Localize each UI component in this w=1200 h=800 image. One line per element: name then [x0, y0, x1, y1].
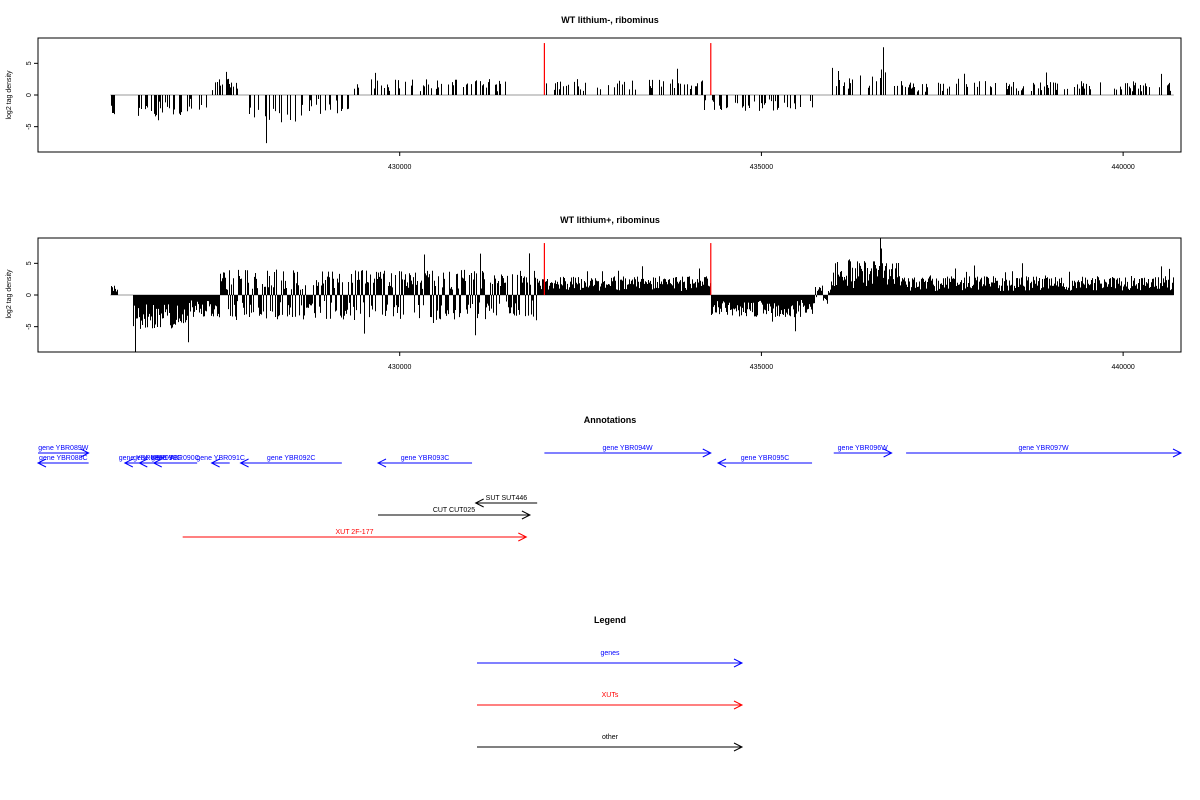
- legend-label: genes: [600, 650, 620, 657]
- feature-label: XUT 2F-177: [335, 529, 373, 536]
- feature-arrow-head: [1172, 448, 1183, 458]
- panel-title: WT lithium+, ribominus: [560, 215, 660, 225]
- feature-label: gene YBR091C: [196, 455, 245, 462]
- track-panel-lithium-plus: WT lithium+, ribominus log2 tag density …: [6, 215, 1182, 371]
- feature-label: gene YBR095C: [741, 455, 790, 462]
- feature-label: gene YBR097W: [1019, 445, 1069, 452]
- y-tick-label: 0: [26, 93, 33, 97]
- plot-frame: [37, 37, 1182, 153]
- x-tick-label: 435000: [750, 164, 773, 171]
- x-axis: 430000 435000 440000: [388, 352, 1135, 371]
- legend-arrow-head: [733, 700, 744, 710]
- marker-lines: [543, 243, 712, 295]
- track-panel-lithium-minus: WT lithium-, ribominus log2 tag density …: [6, 15, 1182, 171]
- y-axis: -5 0 5: [26, 61, 38, 130]
- x-axis: 430000 435000 440000: [388, 152, 1135, 171]
- feature-arrow-head: [518, 532, 528, 542]
- feature-label: SUT SUT446: [486, 495, 528, 502]
- y-tick-label: 0: [26, 293, 33, 297]
- y-tick-label: 5: [26, 61, 33, 65]
- feature-label: gene YBR092C: [267, 455, 316, 462]
- feature-label: gene YBR090C: [151, 455, 200, 462]
- x-tick-label: 430000: [388, 164, 411, 171]
- annotations-title: Annotations: [584, 415, 637, 425]
- y-axis-label: log2 tag density: [6, 269, 13, 319]
- feature-arrow-head: [123, 458, 134, 468]
- panel-title: WT lithium-, ribominus: [561, 15, 659, 25]
- feature-arrow-head: [138, 458, 148, 468]
- annotations-panel: Annotations gene YBR089W gene YBR088C gene…: [36, 415, 1183, 542]
- legend-items: genes XUTs other: [477, 650, 744, 752]
- x-tick-label: 435000: [750, 364, 773, 371]
- x-tick-label: 440000: [1111, 364, 1134, 371]
- feature-arrow-head: [474, 498, 484, 508]
- legend-panel: Legend genes XUTs other: [477, 615, 744, 752]
- feature-arrow-head: [210, 458, 220, 468]
- feature-arrow-head: [716, 458, 727, 468]
- feature-arrow-head: [80, 448, 90, 458]
- legend-label: XUTs: [602, 692, 619, 699]
- feature-arrow-head: [702, 448, 712, 458]
- feature-label: gene YBR089C-A: [119, 455, 175, 462]
- feature-arrow-head: [376, 458, 387, 468]
- legend-label: other: [602, 734, 619, 741]
- feature-label: gene YBR089W: [38, 445, 88, 452]
- plot-frame: [37, 237, 1182, 353]
- feature-arrow-head: [883, 448, 893, 458]
- y-tick-label: -5: [26, 123, 33, 129]
- x-tick-label: 430000: [388, 364, 411, 371]
- legend-arrow-head: [733, 658, 744, 668]
- feature-label: gene YBR096W: [838, 445, 888, 452]
- feature-label: gene YBR093C: [401, 455, 450, 462]
- feature-arrow-head: [239, 458, 249, 468]
- y-tick-label: -5: [26, 323, 33, 329]
- feature-label: gene YBR090C: [133, 455, 182, 462]
- feature-arrow-head: [152, 458, 162, 468]
- feature-arrow-head: [521, 510, 532, 520]
- feature-label: CUT CUT025: [433, 507, 475, 514]
- marker-lines: [543, 43, 712, 95]
- feature-arrow-head: [36, 458, 47, 468]
- y-axis-label: log2 tag density: [6, 70, 13, 120]
- y-tick-label: 5: [26, 261, 33, 265]
- density-bars: [110, 47, 1174, 144]
- legend-arrow-head: [733, 742, 744, 752]
- feature-label: gene YBR088C: [39, 455, 88, 462]
- density-bars: [110, 238, 1174, 352]
- y-axis: -5 0 5: [26, 261, 38, 330]
- legend-title: Legend: [594, 615, 626, 625]
- feature-label: gene YBR094W: [603, 445, 653, 452]
- x-tick-label: 440000: [1111, 164, 1134, 171]
